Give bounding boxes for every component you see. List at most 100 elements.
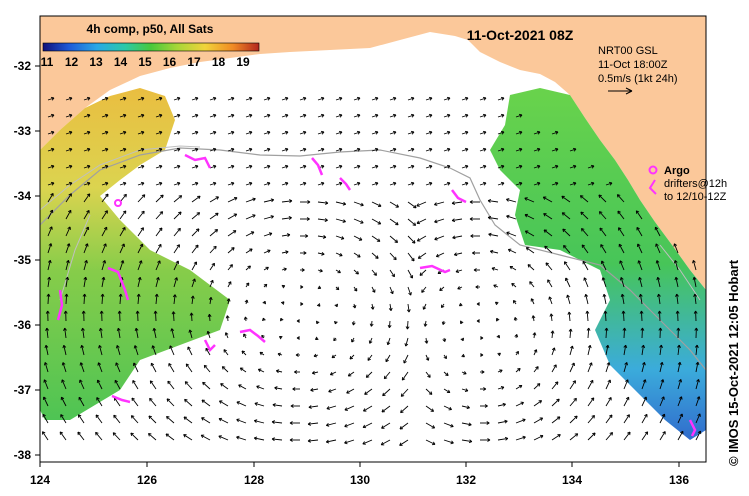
- current-arrow: [344, 405, 355, 411]
- current-arrowhead: [604, 327, 609, 331]
- current-arrowhead: [434, 202, 438, 206]
- current-arrowhead: [284, 113, 289, 118]
- current-arrow: [421, 286, 427, 293]
- colorbar-tick-label: 12: [65, 55, 79, 69]
- current-arrow: [497, 97, 505, 101]
- current-arrowhead: [580, 228, 585, 232]
- current-arrow: [641, 379, 646, 390]
- current-arrowhead: [140, 96, 145, 101]
- current-arrowhead: [693, 293, 698, 297]
- current-arrow: [299, 131, 307, 135]
- current-arrow: [543, 213, 553, 220]
- current-arrowhead: [115, 362, 119, 366]
- current-arrow: [525, 230, 535, 237]
- current-arrow: [452, 218, 463, 222]
- current-arrow: [617, 194, 625, 203]
- current-arrowhead: [266, 181, 271, 186]
- current-arrow: [425, 182, 433, 186]
- current-arrow: [43, 396, 49, 407]
- current-arrow: [191, 228, 200, 237]
- current-arrowhead: [608, 414, 613, 418]
- map-date: 11-Oct-2021 08Z: [467, 27, 574, 43]
- current-arrowhead: [400, 409, 404, 414]
- colorbar-tick-label: 15: [138, 55, 152, 69]
- current-arrowhead: [317, 285, 322, 290]
- current-arrow: [173, 228, 181, 237]
- current-arrowhead: [176, 113, 181, 118]
- current-arrow: [605, 362, 610, 373]
- current-arrowhead: [527, 264, 532, 268]
- current-arrowhead: [137, 276, 142, 281]
- current-arrowhead: [104, 147, 109, 152]
- current-arrow: [371, 303, 374, 310]
- current-arrow: [543, 196, 553, 203]
- current-arrow: [83, 165, 91, 169]
- current-arrowhead: [44, 344, 49, 349]
- current-arrow: [425, 388, 433, 395]
- current-arrowhead: [342, 201, 347, 206]
- current-arrow: [65, 226, 71, 237]
- current-arrow: [425, 131, 433, 135]
- current-arrow: [47, 277, 50, 288]
- current-arrowhead: [512, 299, 517, 304]
- current-arrowhead: [236, 418, 240, 423]
- current-arrow: [479, 131, 487, 135]
- current-arrowhead: [183, 416, 188, 420]
- current-arrow: [191, 244, 199, 254]
- drifter-track: [203, 339, 216, 353]
- current-arrowhead: [266, 147, 271, 152]
- current-arrow: [479, 182, 487, 186]
- current-arrow: [263, 215, 274, 220]
- current-arrowhead: [270, 198, 275, 203]
- current-arrow: [694, 294, 697, 305]
- current-arrowhead: [500, 164, 505, 169]
- current-arrow: [173, 294, 176, 305]
- current-arrowhead: [236, 435, 240, 440]
- current-arrow: [236, 419, 247, 424]
- current-arrow: [185, 363, 193, 373]
- current-arrow: [62, 362, 67, 373]
- current-arrow: [641, 345, 644, 356]
- current-arrowhead: [326, 406, 330, 410]
- current-arrowhead: [77, 431, 81, 436]
- current-arrow: [587, 182, 595, 186]
- current-arrowhead: [572, 147, 577, 152]
- current-arrowhead: [411, 257, 415, 262]
- current-arrow: [400, 405, 409, 413]
- current-arrow: [461, 165, 469, 169]
- current-arrow: [335, 114, 343, 118]
- current-arrow: [65, 114, 73, 118]
- current-arrowhead: [375, 255, 379, 259]
- current-arrow: [601, 260, 607, 271]
- current-arrowhead: [549, 313, 554, 317]
- current-arrowhead: [68, 96, 73, 101]
- current-arrow: [407, 165, 415, 169]
- current-arrow: [263, 249, 271, 254]
- current-arrowhead: [662, 431, 666, 435]
- current-vectors: [42, 96, 702, 446]
- current-arrow: [226, 315, 229, 322]
- current-arrowhead: [334, 303, 339, 308]
- current-arrow: [254, 420, 265, 424]
- current-arrowhead: [464, 164, 469, 169]
- current-arrowhead: [203, 364, 208, 369]
- current-arrow: [371, 131, 379, 135]
- current-arrowhead: [557, 434, 561, 438]
- current-arrowhead: [63, 310, 68, 314]
- current-arrow: [363, 405, 373, 412]
- current-arrow: [317, 148, 325, 152]
- current-arrow: [569, 433, 579, 441]
- current-arrowhead: [228, 281, 232, 285]
- current-arrow: [533, 332, 536, 339]
- current-arrow: [452, 201, 463, 204]
- current-arrowhead: [132, 380, 136, 384]
- current-arrowhead: [362, 424, 367, 429]
- current-arrowhead: [158, 164, 163, 169]
- current-arrowhead: [248, 96, 253, 101]
- current-arrow: [258, 368, 265, 373]
- current-arrowhead: [356, 96, 361, 101]
- current-arrow: [407, 218, 416, 226]
- current-arrowhead: [252, 197, 256, 202]
- current-arrowhead: [446, 389, 451, 394]
- current-arrowhead: [579, 195, 584, 199]
